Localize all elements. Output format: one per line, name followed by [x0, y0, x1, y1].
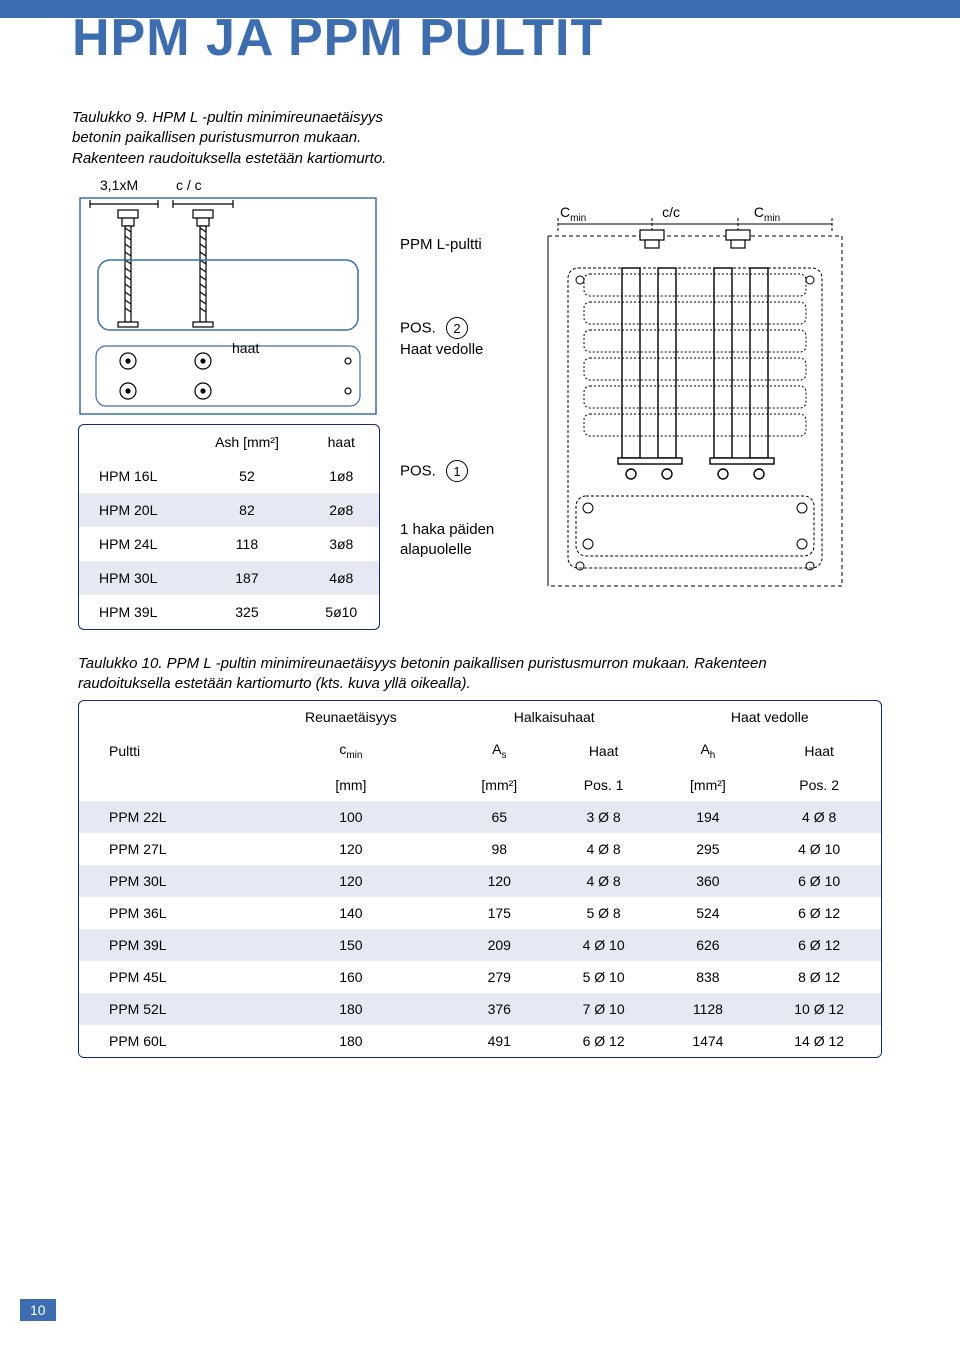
pos1-label: POS.	[400, 463, 436, 480]
sub-as: As	[450, 733, 549, 769]
table10-caption: Taulukko 10. PPM L -pultin minimireunaet…	[78, 654, 798, 695]
table9-h2: haat	[304, 425, 380, 459]
haka-text: 1 haka päiden alapuolelle	[400, 521, 494, 558]
dim-a: 3,1xM	[100, 177, 138, 193]
table-row: HPM 24L1183ø8	[79, 527, 379, 561]
table-row: PPM 45L1602795 Ø 108388 Ø 12	[79, 961, 881, 993]
table9-h1: Ash [mm²]	[190, 425, 303, 459]
table-row: PPM 60L1804916 Ø 12147414 Ø 12	[79, 1025, 881, 1057]
side-column: PPM L-pultti POS. 2 Haat vedolle	[400, 236, 483, 358]
sub-haat1: Haat	[549, 733, 659, 769]
table-row: PPM 27L120984 Ø 82954 Ø 10	[79, 833, 881, 865]
sub-pultti: Pultti	[79, 733, 252, 769]
dim-b: c / c	[176, 177, 202, 193]
table10-sub-row2: [mm] [mm²] Pos. 1 [mm²] Pos. 2	[79, 769, 881, 801]
table-9: Ash [mm²] haat HPM 16L521ø8 HPM 20L822ø8…	[78, 424, 380, 630]
sub-ah: Ah	[659, 733, 758, 769]
table-row: PPM 52L1803767 Ø 10112810 Ø 12	[79, 993, 881, 1025]
diagram-left	[78, 196, 378, 416]
page-title: HPM JA PPM PULTIT	[72, 12, 960, 64]
sub-haat2: Haat	[757, 733, 881, 769]
table-row: PPM 30L1201204 Ø 83606 Ø 10	[79, 865, 881, 897]
haat-vedolle-label: Haat vedolle	[400, 341, 483, 358]
table9-header-row: Ash [mm²] haat	[79, 425, 379, 459]
pos1-number: 1	[446, 460, 468, 482]
page-header: HPM JA PPM PULTIT	[0, 0, 960, 84]
table-row: PPM 39L1502094 Ø 106266 Ø 12	[79, 929, 881, 961]
table9-h0	[79, 425, 190, 459]
haat-label-left: haat	[232, 340, 259, 356]
table10-sub-row1: Pultti cmin As Haat Ah Haat	[79, 733, 881, 769]
page-number: 10	[20, 1299, 56, 1321]
table10-group-row: Reunaetäisyys Halkaisuhaat Haat vedolle	[79, 701, 881, 733]
table9-caption: Taulukko 9. HPM L -pultin minimireunaetä…	[72, 108, 432, 169]
table-row: HPM 16L521ø8	[79, 459, 379, 493]
ppm-label: PPM L-pultti	[400, 236, 482, 253]
pos2-label: POS.	[400, 320, 436, 337]
sub-cmin: cmin	[252, 733, 450, 769]
table-row: HPM 30L1874ø8	[79, 561, 379, 595]
table-10: Reunaetäisyys Halkaisuhaat Haat vedolle …	[78, 700, 882, 1058]
diagram-right	[540, 196, 850, 596]
side-haka: 1 haka päiden alapuolelle	[400, 520, 494, 559]
side-pos1: POS. 1	[400, 460, 468, 482]
table-row: PPM 36L1401755 Ø 85246 Ø 12	[79, 897, 881, 929]
table-row: HPM 20L822ø8	[79, 493, 379, 527]
dim-labels: 3,1xM c / c	[100, 177, 236, 193]
table-row: HPM 39L3255ø10	[79, 595, 379, 629]
table-row: PPM 22L100653 Ø 81944 Ø 8	[79, 801, 881, 833]
pos2-number: 2	[446, 317, 468, 339]
